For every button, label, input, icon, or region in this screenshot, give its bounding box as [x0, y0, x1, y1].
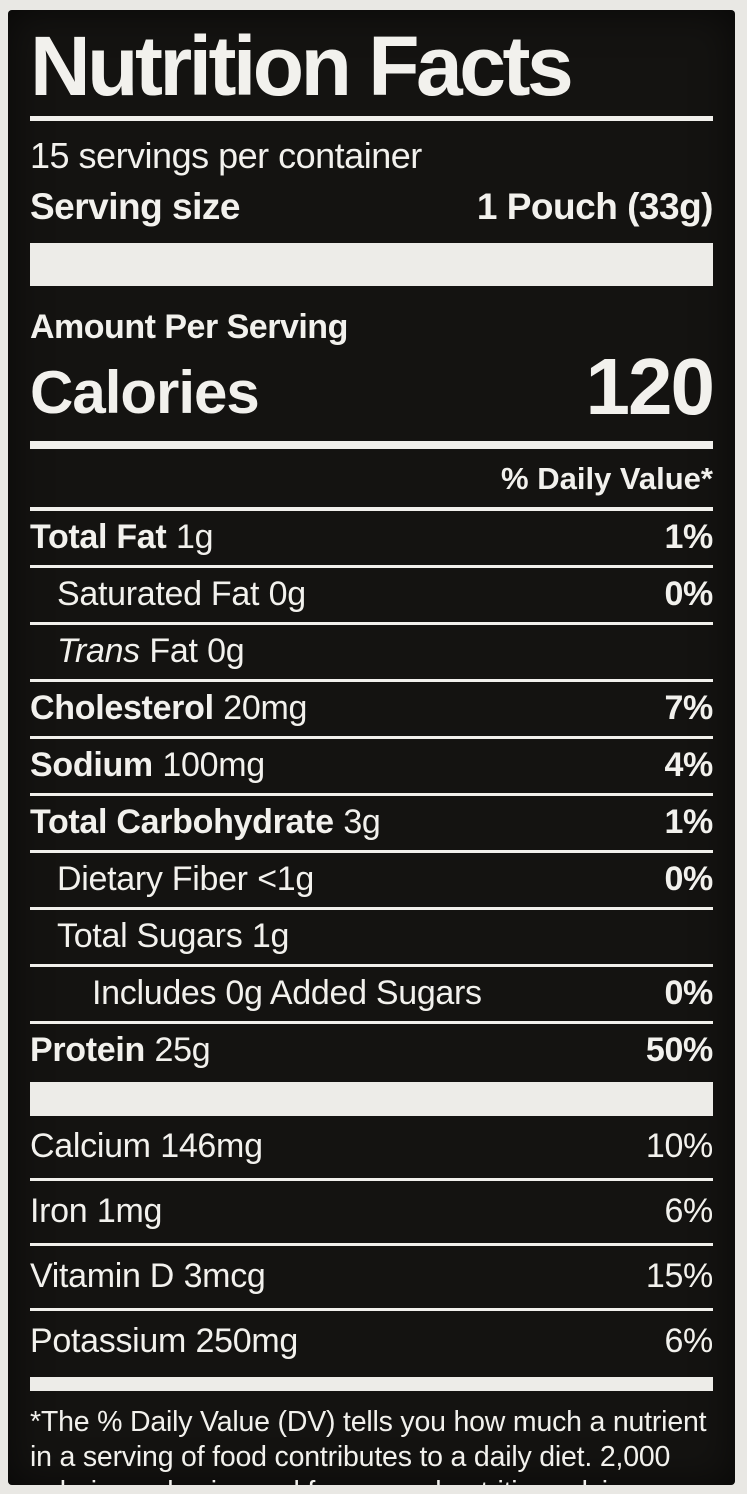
thick-separator-protein: [30, 1082, 713, 1116]
nutrient-name-amount: Sodium 100mg: [30, 746, 265, 785]
micronutrient-amount: 1mg: [96, 1192, 163, 1230]
nutrient-name-italic: Trans: [57, 632, 140, 670]
nutrient-amount: 3g: [343, 803, 381, 841]
row-rule: [30, 907, 713, 910]
calories-value: 120: [585, 342, 715, 431]
nutrient-row-total-fat: Total Fat 1g 1%: [30, 511, 713, 565]
row-rule: [30, 1021, 713, 1024]
micronutrient-dv: 10%: [645, 1127, 713, 1165]
nutrition-facts-label: Nutrition Facts 15 servings per containe…: [8, 10, 735, 1485]
row-rule: [30, 850, 713, 853]
nutrient-amount: 1g: [175, 518, 214, 556]
serving-size-value: 1 Pouch (33g): [476, 186, 714, 227]
micronutrient-name-amount: Vitamin D 3mcg: [30, 1257, 266, 1296]
servings-per-container: 15 servings per container: [30, 135, 422, 176]
title-rule: [30, 116, 713, 121]
nutrient-name-amount: Cholesterol 20mg: [30, 689, 307, 728]
nutrient-row-total-carbohydrate: Total Carbohydrate 3g 1%: [30, 796, 713, 850]
nutrient-name: Fat: [149, 632, 198, 670]
nutrient-dv: 7%: [664, 689, 713, 727]
micronutrient-name: Calcium: [30, 1127, 151, 1165]
calories-label: Calories: [30, 359, 260, 426]
amount-per-serving: Amount Per Serving: [30, 308, 348, 346]
nutrient-dv: 0%: [664, 974, 713, 1012]
micronutrient-name-amount: Iron 1mg: [30, 1192, 162, 1231]
nutrient-name: Total Fat: [30, 518, 167, 556]
row-rule: [30, 1178, 713, 1181]
nutrient-dv: 4%: [664, 746, 713, 784]
nutrient-amount: 0g: [207, 632, 245, 670]
micronutrient-row-calcium: Calcium 146mg 10%: [30, 1116, 713, 1178]
thick-separator-top: [30, 243, 713, 286]
micronutrient-name-amount: Calcium 146mg: [30, 1127, 263, 1166]
nutrient-name: Sodium: [30, 746, 153, 784]
micronutrient-dv: 6%: [664, 1192, 713, 1230]
nutrient-row-cholesterol: Cholesterol 20mg 7%: [30, 682, 713, 736]
micronutrient-row-potassium: Potassium 250mg 6%: [30, 1311, 713, 1373]
micronutrient-amount: 250mg: [195, 1322, 299, 1360]
row-rule: [30, 1308, 713, 1311]
nutrient-amount: 25g: [154, 1031, 211, 1069]
nutrient-dv: 50%: [645, 1031, 713, 1069]
calories-rule: [30, 441, 713, 449]
nutrient-name-amount: Total Carbohydrate 3g: [30, 803, 381, 842]
daily-value-rule: [30, 507, 713, 511]
row-rule: [30, 736, 713, 739]
nutrient-row-added-sugars: Includes 0g Added Sugars 0%: [30, 967, 713, 1021]
nutrient-amount: 100mg: [162, 746, 265, 784]
nutrient-name: Protein: [30, 1031, 146, 1069]
nutrient-name-amount: Total Sugars 1g: [30, 917, 289, 956]
serving-size-row: Serving size 1 Pouch (33g): [30, 186, 714, 228]
row-rule: [30, 565, 713, 568]
nutrient-row-saturated-fat: Saturated Fat 0g 0%: [30, 568, 713, 622]
thick-separator-bottom: [30, 1377, 713, 1391]
nutrient-amount: <1g: [257, 860, 315, 898]
micronutrient-dv: 15%: [645, 1257, 713, 1295]
nutrient-name-amount: Dietary Fiber <1g: [30, 860, 314, 899]
daily-value-header: % Daily Value*: [501, 461, 713, 496]
daily-value-footnote: *The % Daily Value (DV) tells you how mu…: [30, 1406, 707, 1485]
nutrient-name-amount: Trans Fat 0g: [30, 632, 245, 671]
serving-size-label: Serving size: [30, 186, 240, 227]
micronutrient-name: Vitamin D: [30, 1257, 175, 1295]
nutrient-amount: 0g: [268, 575, 307, 613]
nutrient-dv: 0%: [664, 860, 713, 898]
nutrient-name-amount: Protein 25g: [30, 1031, 211, 1070]
micronutrient-name: Potassium: [30, 1322, 187, 1360]
row-rule: [30, 1243, 713, 1246]
nutrient-name-amount: Total Fat 1g: [30, 518, 213, 557]
row-rule: [30, 964, 713, 967]
nutrient-name: Total Carbohydrate: [30, 803, 334, 841]
calories-row: Calories 120: [30, 342, 715, 431]
nutrient-name: Total Sugars: [57, 917, 243, 955]
label-title: Nutrition Facts: [30, 19, 574, 113]
nutrient-name-amount: Saturated Fat 0g: [30, 575, 306, 614]
row-rule: [30, 679, 713, 682]
micronutrient-name: Iron: [30, 1192, 88, 1230]
nutrient-amount: 1g: [251, 917, 290, 955]
nutrient-name: Saturated Fat: [57, 575, 260, 613]
nutrient-name: Dietary Fiber: [57, 860, 248, 898]
nutrient-dv: 0%: [664, 575, 713, 613]
micronutrient-dv: 6%: [664, 1322, 713, 1360]
nutrient-row-dietary-fiber: Dietary Fiber <1g 0%: [30, 853, 713, 907]
nutrient-amount: 20mg: [223, 689, 308, 727]
nutrient-row-protein: Protein 25g 50%: [30, 1024, 713, 1078]
nutrient-name-amount: Includes 0g Added Sugars: [30, 974, 491, 1013]
micronutrient-amount: 3mcg: [183, 1257, 266, 1295]
nutrient-name: Includes 0g Added Sugars: [92, 974, 482, 1012]
micronutrient-row-iron: Iron 1mg 6%: [30, 1181, 713, 1243]
nutrient-name: Cholesterol: [30, 689, 214, 727]
micronutrient-amount: 146mg: [160, 1127, 263, 1165]
row-rule: [30, 622, 713, 625]
nutrient-row-trans-fat: Trans Fat 0g: [30, 625, 713, 679]
nutrient-dv: 1%: [664, 803, 713, 841]
nutrient-dv: 1%: [664, 518, 713, 556]
nutrient-row-sodium: Sodium 100mg 4%: [30, 739, 713, 793]
row-rule: [30, 793, 713, 796]
micronutrient-row-vitamin-d: Vitamin D 3mcg 15%: [30, 1246, 713, 1308]
micronutrient-name-amount: Potassium 250mg: [30, 1322, 298, 1361]
nutrient-row-total-sugars: Total Sugars 1g: [30, 910, 713, 964]
